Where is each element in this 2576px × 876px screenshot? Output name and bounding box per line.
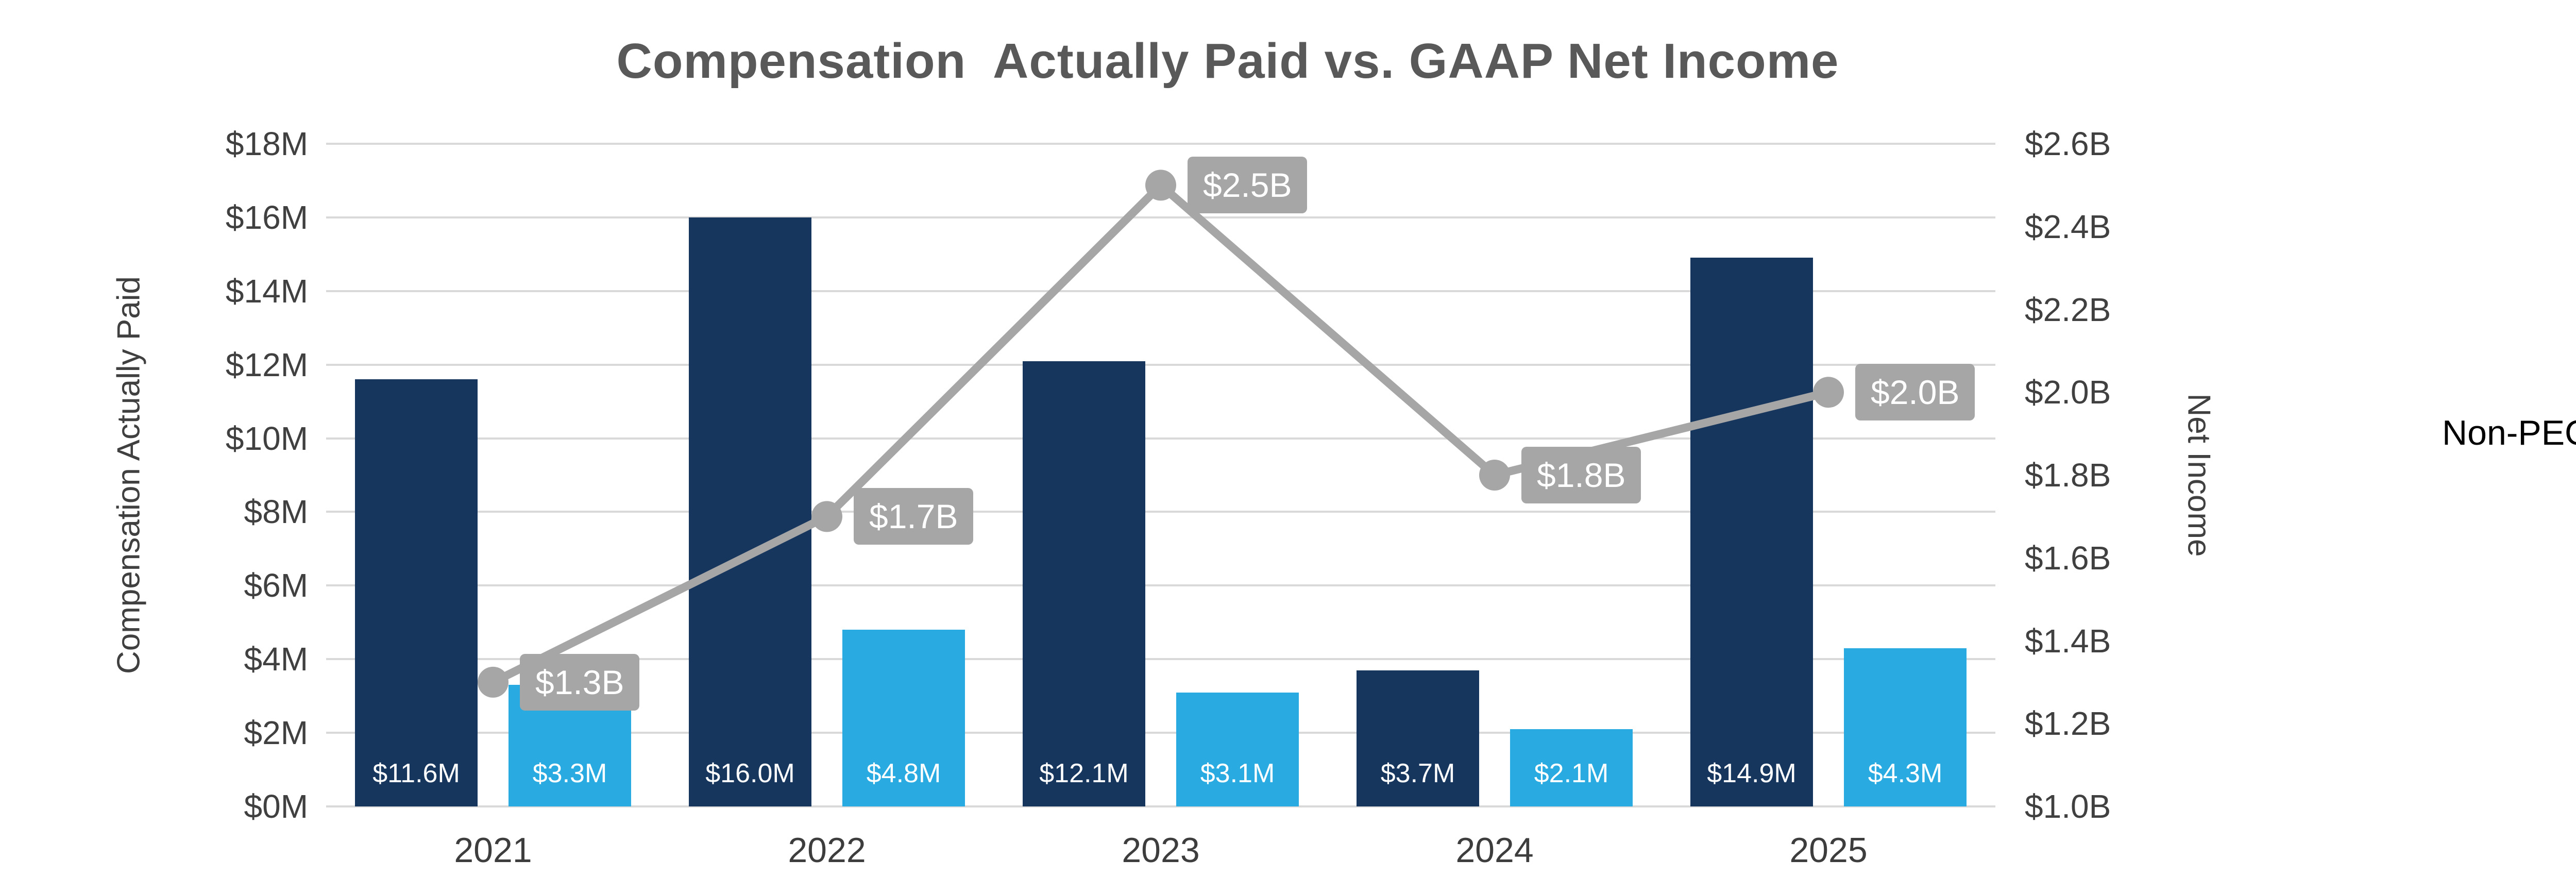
y-axis-left-tick-label: $2M [244,714,309,752]
bar-value-label: $3.3M [532,759,607,788]
y-axis-right-tick-label: $2.0B [2025,374,2111,411]
left-axis-title: Compensation Actually Paid [111,276,147,675]
x-axis-category-label: 2023 [1122,831,1200,870]
bar-non-peo-neos-cap-2023 [1176,692,1299,806]
x-axis-category-label: 2021 [454,831,532,870]
plot-area: $11.6M $16.0M $12.1M $3.7M $14.9M $3.3M $4.8M $… [326,143,1995,807]
y-axis-right-tick-label: $2.4B [2025,208,2111,245]
bar-value-label: $16.0M [705,759,795,788]
y-axis-right-tick-label: $1.0B [2025,788,2111,825]
bar-value-label: $14.9M [1707,759,1797,788]
x-axis-category-label: 2025 [1789,831,1868,870]
net-income-data-label: $1.3B [520,653,640,711]
gridline [326,216,1995,218]
net-income-marker [811,501,842,532]
y-axis-left-tick-label: $8M [244,493,309,531]
net-income-marker [478,666,509,698]
gridline [326,290,1995,292]
y-axis-right-tick-label: $1.6B [2025,539,2111,577]
bar-non-peo-neos-cap-2025 [1844,648,1967,806]
y-axis-left-tick-label: $6M [244,567,309,604]
y-axis-right-tick-label: $2.6B [2025,125,2111,162]
bar-value-label: $3.1M [1200,759,1275,788]
bar-peo-cap-2024 [1357,670,1479,806]
y-axis-left-tick-label: $16M [225,198,308,236]
net-income-data-label: $2.0B [1855,364,1975,421]
bar-peo-cap-2025 [1690,258,1813,806]
y-axis-left-tick-label: $12M [225,346,308,383]
gridline [326,732,1995,734]
bar-non-peo-neos-cap-2024 [1510,729,1633,806]
gridline [326,143,1995,145]
y-axis-right-tick-label: $1.4B [2025,622,2111,660]
bar-peo-cap-2021 [355,379,478,806]
net-income-data-label: $2.5B [1188,157,1308,214]
y-axis-left-tick-label: $14M [225,272,308,310]
y-axis-left-tick-label: $18M [225,125,308,162]
y-axis-right-tick-label: $1.2B [2025,705,2111,743]
bar-value-label: $4.3M [1868,759,1943,788]
y-axis-right-tick-label: $1.8B [2025,457,2111,494]
chart-title: Compensation Actually Paid vs. GAAP Net … [616,33,1839,89]
gridline [326,658,1995,661]
net-income-marker [1479,460,1510,491]
bar-value-label: $11.6M [372,759,460,788]
bar-value-label: $12.1M [1039,759,1129,788]
y-axis-left-tick-label: $0M [244,788,309,825]
bar-peo-cap-2022 [689,217,811,806]
net-income-marker [1813,377,1844,408]
bar-peo-cap-2023 [1023,361,1145,806]
net-income-data-label: $1.8B [1521,447,1641,503]
gridline [326,437,1995,440]
bar-value-label: $3.7M [1380,759,1455,788]
net-income-line-path [489,181,1833,686]
legend-label-net-income: Net Income [2164,574,2576,615]
x-axis-category-label: 2022 [788,831,866,870]
gridline [326,584,1995,587]
legend-label-non-peo-neos-cap: Non-PEO NEOs CAP [2442,413,2576,452]
gridline [326,511,1995,513]
bar-value-label: $4.8M [866,759,941,788]
gridline [326,805,1995,807]
gridline [326,363,1995,366]
y-axis-left-tick-label: $10M [225,419,308,457]
bar-value-label: $2.1M [1534,759,1609,788]
x-axis-category-label: 2024 [1455,831,1534,870]
bar-non-peo-neos-cap-2022 [842,630,965,806]
net-income-marker [1145,170,1176,201]
net-income-data-label: $1.7B [854,488,974,545]
y-axis-right-tick-label: $2.2B [2025,291,2111,328]
y-axis-left-tick-label: $4M [244,641,309,678]
